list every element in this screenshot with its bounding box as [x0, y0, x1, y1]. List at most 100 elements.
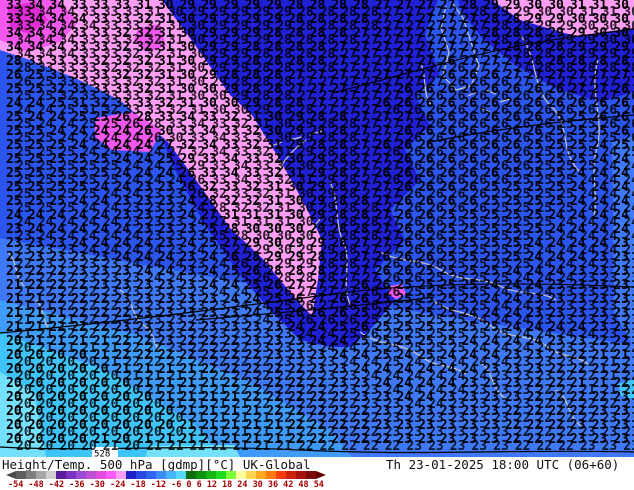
temp-value: 20: [71, 390, 87, 405]
temp-value: 33: [114, 12, 131, 27]
temp-value: 29: [309, 194, 326, 209]
temp-region-pink-corner-ne: [492, 0, 634, 36]
temp-value: 22: [92, 292, 109, 307]
temp-value: 22: [613, 376, 629, 391]
temp-value: 23: [157, 180, 174, 195]
temp-value: 26: [483, 152, 499, 167]
temp-value: 25: [461, 208, 478, 223]
temp-value: 28: [136, 110, 152, 125]
temp-value: 28: [309, 110, 326, 125]
temp-value: 20: [92, 418, 109, 433]
temp-value: 24: [591, 152, 608, 167]
temp-value: 22: [201, 362, 217, 377]
temp-value-row: 26 25 33 33 33 32 32 31 30 29 28 28 28 27 27 27 27 27 27 27…: [6, 69, 634, 83]
temp-value: 22: [71, 278, 87, 293]
temp-value: 29: [483, 0, 499, 13]
temp-value: 22: [526, 404, 543, 419]
temp-value: 24: [222, 292, 239, 307]
temp-value: 23: [461, 390, 478, 405]
scale-segment: [276, 471, 286, 479]
temp-value: 24: [396, 348, 413, 363]
temp-value: 22: [526, 376, 543, 391]
temp-value: 28: [353, 12, 369, 27]
temp-value: 27: [439, 12, 456, 27]
temp-value: 21: [244, 404, 261, 419]
temp-value: 27: [613, 68, 629, 83]
temp-value: 32: [49, 82, 66, 97]
temp-value: 22: [136, 348, 152, 363]
temp-value: 25: [27, 180, 44, 195]
temp-value: 25: [613, 138, 629, 153]
temp-value: 20: [49, 390, 66, 405]
temp-value: 31: [179, 96, 196, 111]
temp-value: 22: [548, 432, 564, 447]
temp-value: 25: [439, 236, 456, 251]
temp-value: 26: [374, 166, 391, 181]
temp-value: 23: [483, 376, 499, 391]
temp-value: 26: [418, 250, 434, 265]
temp-value: 23: [114, 278, 131, 293]
temp-value: 33: [222, 138, 239, 153]
temp-value: 22: [222, 334, 239, 349]
scale-segment: [76, 471, 86, 479]
scale-tick-label: 24: [237, 480, 248, 490]
temp-value: 25: [526, 138, 543, 153]
temp-value: 20: [6, 432, 22, 447]
temp-value: 27: [483, 40, 499, 55]
temp-value: 23: [136, 180, 152, 195]
temp-value: 27: [461, 40, 478, 55]
temp-value: 23: [418, 418, 434, 433]
temp-value: 23: [157, 222, 174, 237]
temp-value: 21: [244, 432, 261, 447]
temp-value: 24: [591, 208, 608, 223]
temp-value: 23: [591, 292, 608, 307]
temp-value: 20: [49, 418, 66, 433]
temp-value: 22: [569, 362, 586, 377]
temp-value: 27: [353, 110, 369, 125]
temp-value: 23: [266, 334, 282, 349]
temp-value: 23: [483, 362, 499, 377]
temp-value: 33: [71, 40, 87, 55]
temp-value-row: 23 24 24 24 24 24 23 23 23 25 28 30 30 30 29 28 28 27 26 26…: [6, 223, 634, 237]
temp-value: 23: [483, 418, 499, 433]
temp-value: 24: [6, 96, 22, 111]
temp-value: 33: [71, 0, 87, 13]
temp-value: 21: [92, 348, 109, 363]
temp-value: 27: [591, 82, 608, 97]
temp-value: 26: [396, 152, 413, 167]
temp-value: 24: [136, 166, 152, 181]
temp-value: 27: [353, 250, 369, 265]
temp-value: 32: [222, 110, 239, 125]
temp-value: 29: [222, 82, 239, 97]
temp-value: 21: [591, 376, 608, 391]
temp-value: 23: [157, 236, 174, 251]
temp-value: 30: [201, 96, 217, 111]
temp-value: 27: [374, 180, 391, 195]
scale-tick-label: 48: [298, 480, 309, 490]
temp-value: 22: [591, 334, 608, 349]
scale-tick-label: 36: [267, 480, 279, 490]
temp-value: 25: [374, 292, 391, 307]
temp-value: 23: [526, 362, 543, 377]
temp-value: 28: [331, 12, 347, 27]
height-contour-4: [0, 446, 634, 454]
temp-value: 20: [114, 432, 131, 447]
temp-value: 23: [591, 432, 608, 447]
temp-value: 27: [374, 110, 391, 125]
temp-value: 23: [201, 292, 217, 307]
temp-value: 28: [331, 208, 347, 223]
temp-value: 25: [548, 138, 564, 153]
temp-value: 20: [6, 348, 22, 363]
temp-value: 32: [136, 12, 152, 27]
temp-value: 34: [49, 0, 66, 13]
temp-value: 22: [71, 306, 87, 321]
temp-value: 22: [331, 418, 347, 433]
temp-value: 23: [136, 208, 152, 223]
temp-value: 26: [418, 236, 434, 251]
temp-value: 20: [71, 432, 87, 447]
temp-value: 22: [548, 362, 564, 377]
temp-value: 28: [331, 152, 347, 167]
temp-value: 31: [136, 0, 152, 13]
temp-value: 25: [461, 236, 478, 251]
scale-tick-label: 42: [283, 480, 294, 490]
